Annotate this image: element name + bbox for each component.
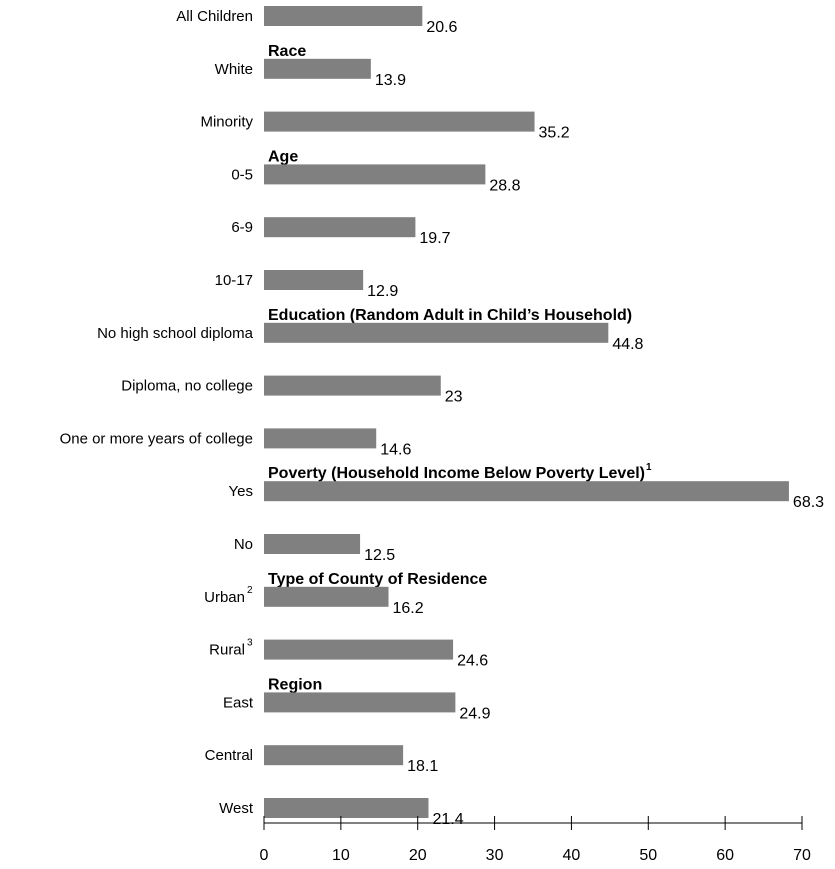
category-label-west: West — [219, 800, 254, 817]
category-label-urban: Urban — [204, 589, 245, 606]
category-label-rural: Rural — [209, 642, 245, 659]
category-label-no: No — [234, 536, 253, 553]
category-superscript-rural: 3 — [247, 638, 253, 649]
category-label-one-or-more-years-of-college: One or more years of college — [60, 430, 253, 447]
bar-one-or-more-years-of-college — [264, 428, 377, 449]
bar-10-17 — [264, 270, 364, 290]
bar-6-9 — [264, 217, 416, 238]
category-label-east: East — [223, 694, 254, 711]
group-label-region: Region — [268, 676, 322, 693]
x-tick-label-40: 40 — [563, 847, 581, 864]
category-label-white: White — [215, 61, 253, 78]
category-superscript-urban: 2 — [247, 585, 253, 596]
value-label-10-17: 12.9 — [367, 283, 398, 300]
value-label-one-or-more-years-of-college: 14.6 — [380, 441, 411, 458]
category-label-central: Central — [205, 747, 253, 764]
group-label-type-of-county-of-residence: Type of County of Residence — [268, 571, 487, 588]
value-label-no: 12.5 — [364, 547, 395, 564]
x-tick-label-60: 60 — [716, 847, 734, 864]
value-label-yes: 68.3 — [793, 494, 824, 511]
group-label-race: Race — [268, 43, 306, 60]
bar-0-5 — [264, 164, 486, 185]
category-label-yes: Yes — [229, 483, 253, 500]
value-label-white: 13.9 — [375, 72, 406, 89]
category-label-0-5: 0-5 — [231, 166, 253, 183]
value-label-west: 21.4 — [432, 811, 463, 828]
x-axis: 0 10 20 30 40 50 60 70 — [260, 816, 811, 864]
bar-east — [264, 692, 456, 713]
category-label-6-9: 6-9 — [231, 219, 253, 236]
x-tick-label-0: 0 — [260, 847, 269, 864]
value-label-diploma-no-college: 23 — [445, 389, 463, 406]
value-label-6-9: 19.7 — [419, 230, 450, 247]
group-label-age: Age — [268, 148, 298, 165]
value-label-east: 24.9 — [459, 705, 490, 722]
x-tick-label-50: 50 — [639, 847, 657, 864]
bar-no — [264, 534, 361, 554]
group-label-poverty-household-income-below-poverty-level: Poverty (Household Income Below Poverty … — [268, 465, 645, 482]
bar-white — [264, 58, 371, 79]
group-superscript-poverty-household-income-below-poverty-level: 1 — [646, 462, 652, 473]
bars — [264, 6, 789, 818]
value-label-no-high-school-diploma: 44.8 — [612, 336, 643, 353]
value-label-central: 18.1 — [407, 758, 438, 775]
x-tick-label-30: 30 — [486, 847, 504, 864]
group-labels: Race Age Education (Random Adult in Child’… — [268, 43, 652, 694]
value-label-all-children: 20.6 — [426, 19, 457, 36]
category-label-10-17: 10-17 — [215, 272, 253, 289]
category-label-no-high-school-diploma: No high school diploma — [97, 325, 254, 342]
group-label-education-random-adult-in-child-s-household: Education (Random Adult in Child’s House… — [268, 307, 632, 324]
bar-central — [264, 745, 404, 766]
category-label-diploma-no-college: Diploma, no college — [121, 378, 253, 395]
value-label-minority: 35.2 — [539, 125, 570, 142]
x-tick-label-10: 10 — [332, 847, 350, 864]
bar-rural — [264, 639, 454, 660]
bar-yes — [264, 481, 789, 502]
bar-urban — [264, 586, 389, 607]
bar-no-high-school-diploma — [264, 322, 609, 343]
bar-all-children — [264, 6, 423, 26]
value-label-rural: 24.6 — [457, 653, 488, 670]
x-tick-label-70: 70 — [793, 847, 811, 864]
category-labels: All Children White Minority 0-5 6-9 10-17 No h… — [60, 8, 254, 817]
value-label-0-5: 28.8 — [489, 177, 520, 194]
category-label-all-children: All Children — [176, 8, 253, 25]
value-labels: 20.613.935.228.819.712.944.82314.668.312… — [364, 19, 824, 828]
bar-minority — [264, 111, 535, 132]
bar-west — [264, 798, 429, 818]
value-label-urban: 16.2 — [393, 600, 424, 617]
x-tick-label-20: 20 — [409, 847, 427, 864]
category-label-minority: Minority — [200, 114, 253, 131]
bar-diploma-no-college — [264, 375, 441, 396]
